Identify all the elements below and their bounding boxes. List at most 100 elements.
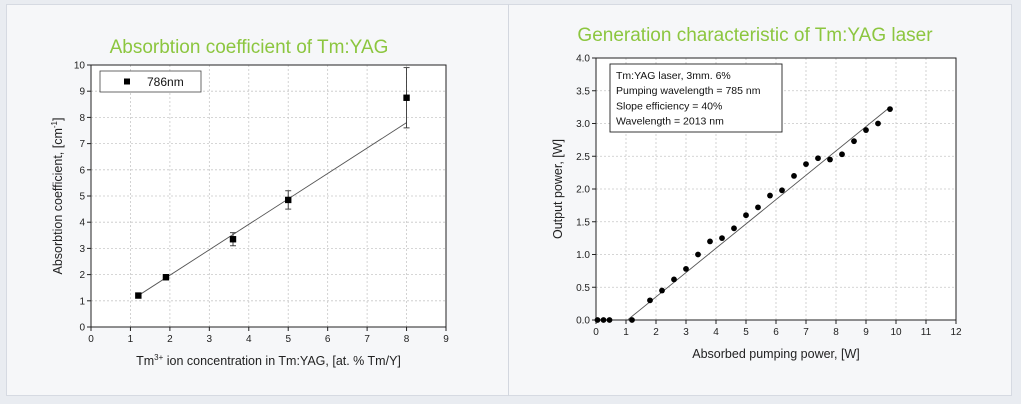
y-tick-label: 2.5 (576, 152, 590, 163)
x-tick-label: 4 (246, 334, 252, 345)
x-axis-label: Absorbed pumping power, [W] (692, 347, 859, 361)
data-point (600, 317, 607, 323)
y-tick-label: 4 (79, 218, 85, 229)
x-tick-label: 1 (128, 334, 134, 345)
y-tick-label: 0.0 (576, 316, 590, 327)
x-tick-label: 7 (364, 334, 370, 345)
data-point (285, 196, 292, 204)
info-line: Wavelength = 2013 nm (616, 116, 724, 128)
data-point (887, 106, 893, 112)
data-point (647, 297, 653, 304)
data-point (743, 212, 749, 219)
y-tick-label: 9 (79, 87, 85, 98)
x-tick-label: 9 (443, 334, 449, 345)
y-tick-label: 1.0 (576, 250, 590, 261)
y-axis-label-group: Absorbtion coefficient, [cm-1] (50, 118, 65, 275)
y-tick-label: 3 (79, 244, 85, 255)
y-axis-label: Output power, [W] (551, 139, 565, 239)
data-point (755, 204, 761, 211)
info-line: Pumping wavelength = 785 nm (616, 85, 761, 97)
data-point (162, 274, 170, 281)
label-superscript: -1 (50, 120, 59, 128)
label-part: Absorbtion coefficient, [cm (51, 128, 65, 274)
label-part: Tm (136, 354, 154, 368)
y-tick-label: 10 (74, 61, 86, 72)
data-point (851, 138, 857, 145)
data-point (815, 155, 821, 162)
y-axis-label: Absorbtion coefficient, [cm-1] (50, 118, 65, 275)
data-point (606, 317, 613, 323)
x-tick-label: 0 (88, 334, 94, 345)
legend-box (99, 70, 202, 93)
data-point (403, 94, 410, 101)
x-tick-label: 12 (950, 327, 962, 338)
y-tick-label: 1.5 (576, 217, 590, 228)
chart-title: Generation characteristic of Tm:YAG lase… (577, 25, 933, 46)
y-tick-label: 2.0 (576, 185, 590, 196)
y-tick-label: 6 (79, 165, 85, 176)
chart-title: Absorbtion coefficient of Tm:YAG (110, 37, 389, 58)
data-point (594, 317, 601, 323)
data-point (671, 276, 677, 283)
y-tick-label: 0.5 (576, 283, 590, 294)
data-point (229, 236, 237, 243)
data-point (707, 238, 713, 245)
x-tick-label: 8 (404, 334, 410, 345)
x-tick-label: 0 (593, 327, 599, 338)
panel-divider (508, 4, 509, 396)
data-point (863, 127, 869, 133)
x-tick-label: 9 (863, 327, 869, 338)
legend-label: 786nm (147, 75, 184, 89)
x-axis-label: Tm3+ ion concentration in Tm:YAG, [at. %… (136, 353, 401, 368)
x-tick-label: 2 (167, 334, 173, 345)
data-point (767, 192, 773, 199)
y-tick-label: 1 (79, 296, 85, 307)
data-point (659, 287, 665, 294)
info-line: Tm:YAG laser, 3mm. 6% (616, 70, 731, 82)
data-point (629, 317, 635, 323)
data-point (731, 225, 737, 232)
y-tick-label: 4.0 (576, 54, 590, 65)
data-point (791, 173, 797, 179)
data-point (135, 292, 142, 299)
x-tick-label: 3 (207, 334, 213, 345)
data-point (875, 120, 881, 127)
info-line: Slope efficiency = 40% (616, 100, 722, 112)
x-tick-label: 5 (285, 334, 291, 345)
y-tick-label: 5 (79, 192, 85, 203)
y-tick-label: 3.5 (576, 86, 590, 97)
x-tick-label: 11 (921, 327, 932, 338)
fit-line (138, 122, 407, 296)
data-point (719, 235, 725, 242)
fit-line (627, 106, 891, 321)
data-point (695, 251, 701, 258)
info-box (609, 63, 783, 133)
legend-marker (124, 78, 130, 85)
data-point (683, 266, 689, 272)
label-part: ion concentration in Tm:YAG, [at. % Tm/Y… (163, 354, 401, 368)
x-tick-label: 7 (803, 327, 809, 338)
label-part: ] (51, 118, 65, 121)
y-tick-label: 0 (79, 323, 85, 334)
data-point (827, 156, 833, 163)
x-tick-label: 6 (773, 327, 779, 338)
y-tick-label: 3.0 (576, 119, 590, 130)
x-tick-label: 2 (653, 327, 659, 338)
x-tick-label: 5 (743, 327, 749, 338)
y-tick-label: 7 (79, 139, 85, 150)
x-tick-label: 1 (623, 327, 629, 338)
x-tick-label: 10 (890, 327, 902, 338)
data-point (779, 187, 785, 194)
y-tick-label: 2 (79, 270, 85, 281)
data-point (839, 151, 845, 158)
x-tick-label: 4 (713, 327, 719, 338)
data-point (803, 161, 809, 168)
y-tick-label: 8 (79, 113, 85, 124)
x-tick-label: 3 (683, 327, 689, 338)
label-superscript: 3+ (154, 353, 163, 362)
x-tick-label: 8 (833, 327, 839, 338)
y-axis-label-group: Output power, [W] (551, 139, 565, 239)
x-tick-label: 6 (325, 334, 331, 345)
